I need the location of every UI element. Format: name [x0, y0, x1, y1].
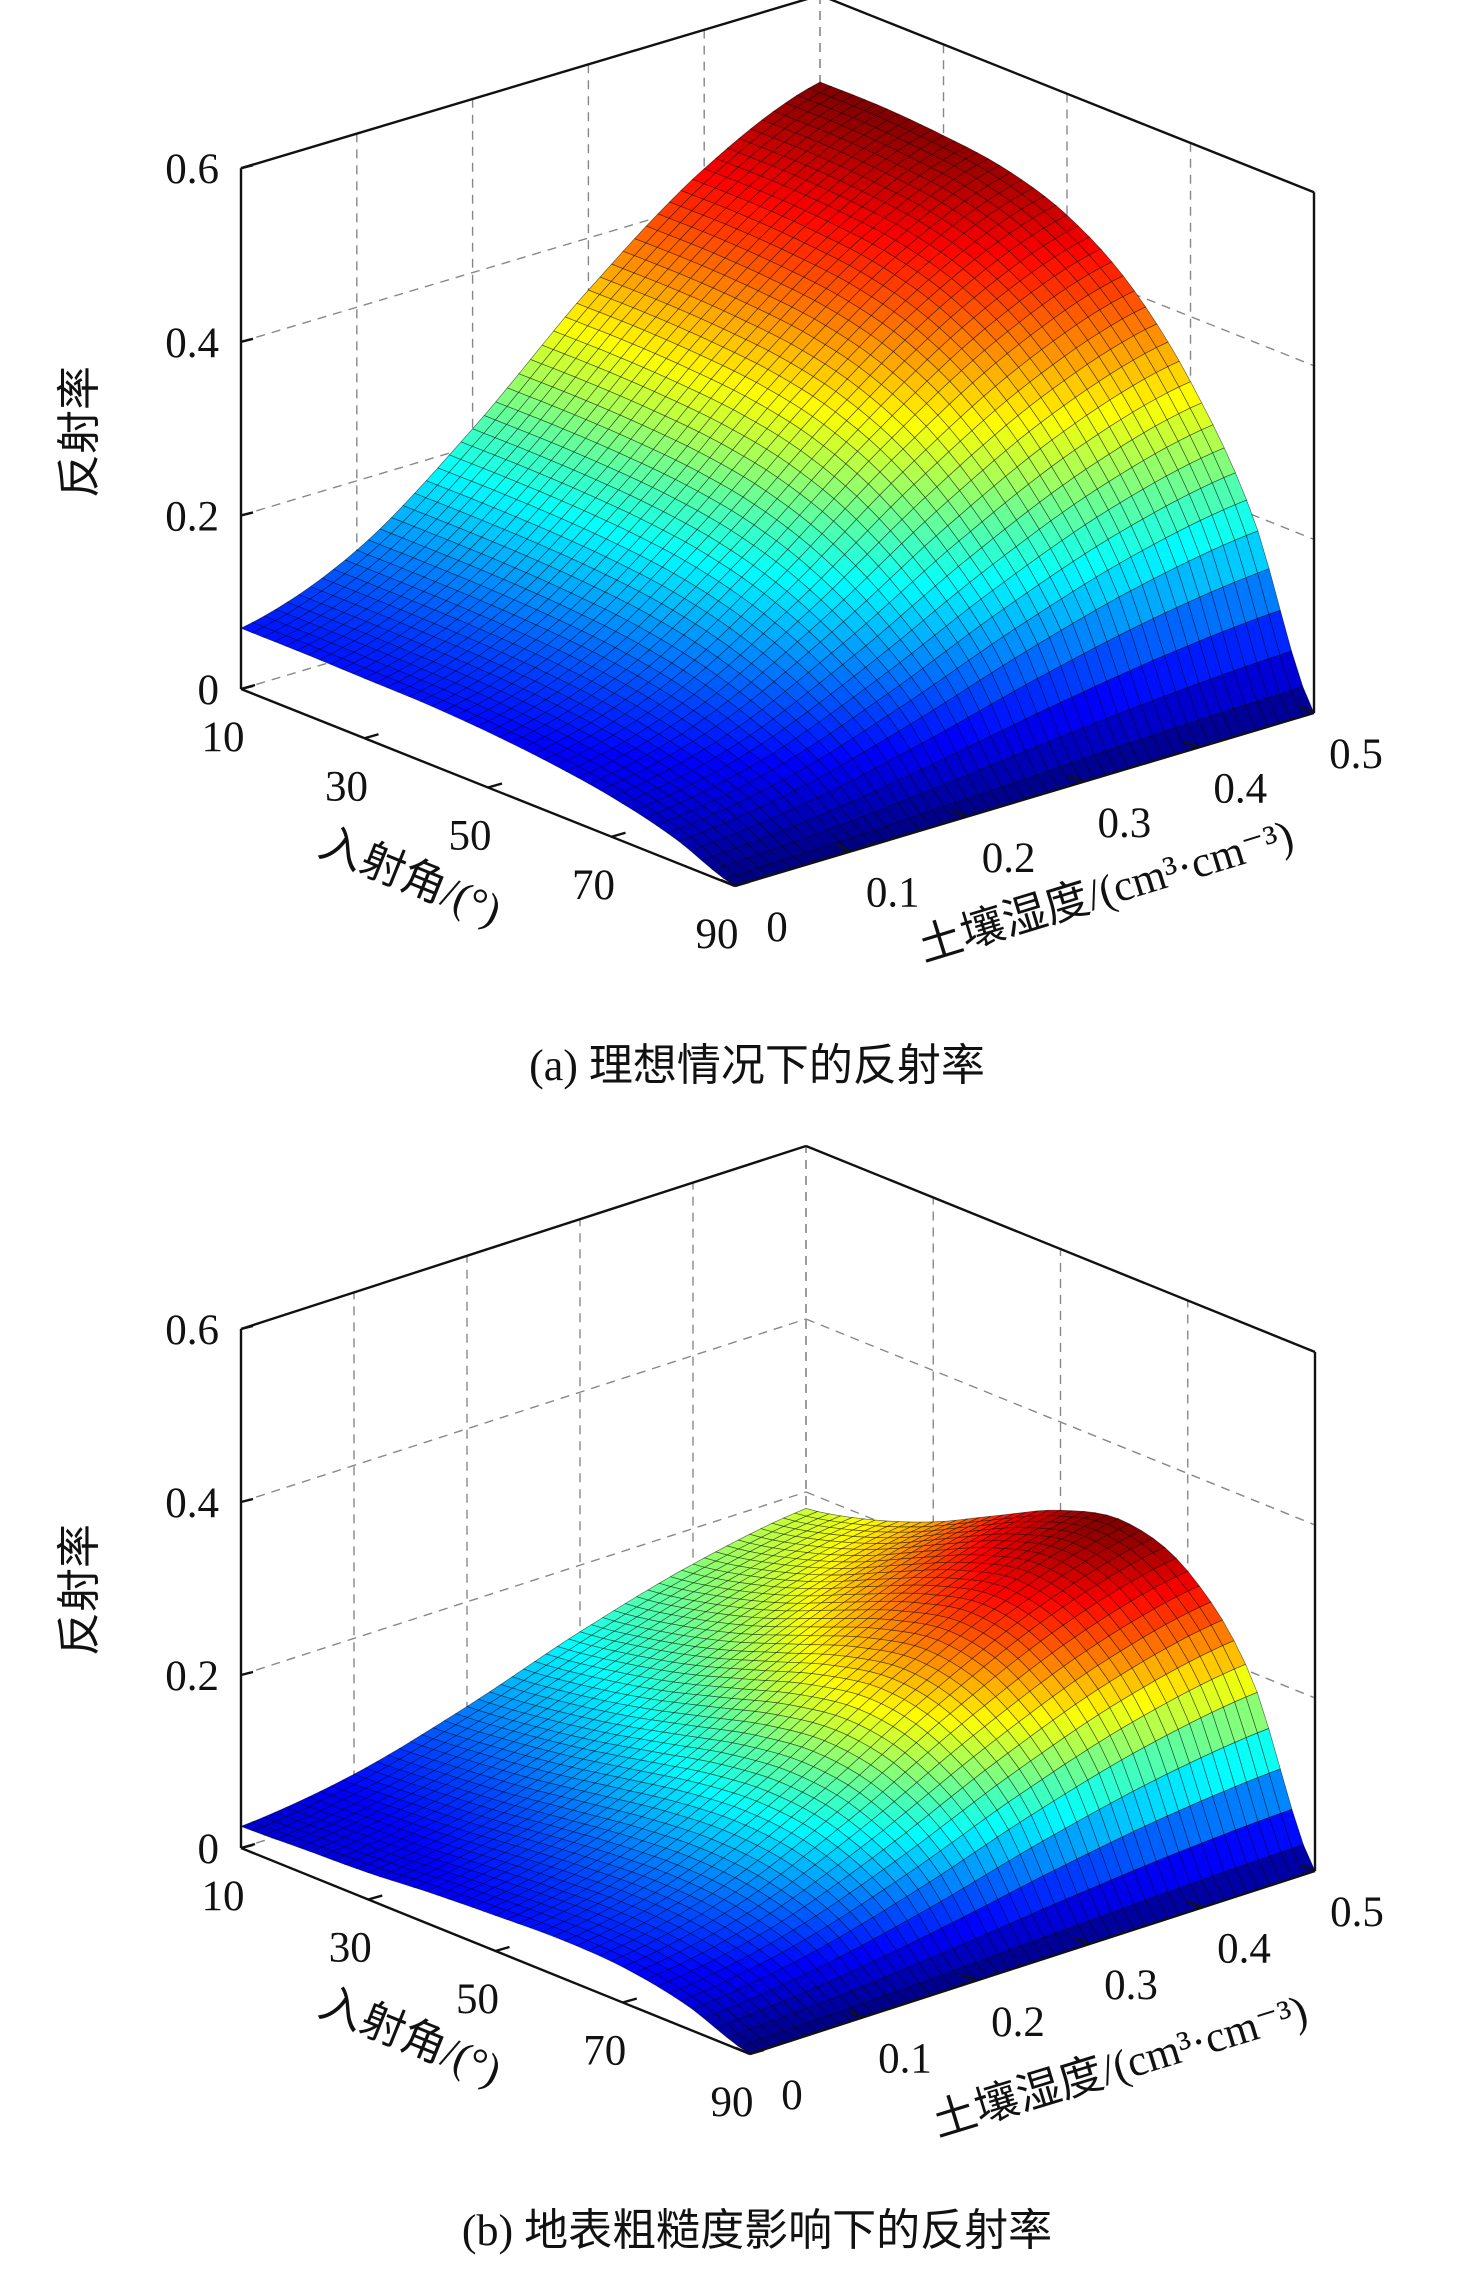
y-tick: [1300, 1863, 1316, 1873]
x-tick: [611, 831, 626, 838]
x-tick: [487, 782, 503, 789]
y-tick-label: 0.3: [1104, 1962, 1158, 2009]
x-tick: [367, 1894, 383, 1901]
y-tick-label: 0.3: [1098, 800, 1152, 847]
y-axis: [749, 1869, 1316, 2056]
y-tick: [1067, 775, 1083, 784]
surface-mesh: [240, 1508, 1316, 2055]
x-tick-label: 90: [711, 2079, 754, 2126]
axis-box-edge: [805, 1144, 1316, 1354]
z-tick-label: 0.4: [165, 1480, 219, 1527]
y-tick-label: 0.5: [1329, 731, 1383, 778]
y-axis: [734, 711, 1315, 888]
y-tick-label: 0.1: [878, 2035, 932, 2082]
z-tick-label: 0.2: [165, 493, 219, 540]
z-tick: [240, 1497, 254, 1504]
x-tick-label: 10: [202, 714, 245, 761]
figure-caption: (b) 地表粗糙度影响下的反射率: [462, 2206, 1052, 2255]
z-tick-label: 0: [198, 667, 220, 714]
x-tick: [622, 1997, 638, 2004]
y-axis-title: 土壤湿度/(cm³·cm⁻³): [926, 1986, 1313, 2147]
z-tick: [240, 1324, 254, 1331]
z-tick-label: 0.6: [165, 146, 219, 193]
x-tick-label: 30: [325, 763, 368, 810]
gridline-z: [240, 1491, 807, 1676]
x-tick-label: 70: [583, 2028, 626, 2075]
figure-caption: (a) 理想情况下的反射率: [529, 1041, 985, 1090]
z-tick: [240, 164, 254, 170]
z-tick: [240, 1670, 254, 1677]
y-tick-label: 0: [766, 904, 788, 951]
y-tick: [952, 809, 968, 818]
x-tick-label: 30: [329, 1925, 372, 1972]
gridline-z: [805, 1318, 1316, 1526]
x-tick-label: 10: [202, 1873, 245, 1920]
z-tick-label: 0: [198, 1826, 220, 1873]
x-tick: [240, 1842, 256, 1850]
y-tick-label: 0.4: [1217, 1926, 1271, 1973]
y-tick: [1299, 705, 1315, 715]
z-axis-title: 反射率: [55, 366, 104, 498]
y-tick-label: 0.2: [991, 1999, 1045, 2046]
gridline-z: [240, 1318, 807, 1503]
y-tick: [735, 2046, 751, 2056]
x-tick: [240, 683, 256, 691]
x-tick: [734, 880, 750, 888]
x-tick-label: 90: [696, 911, 739, 958]
z-tick-label: 0.4: [165, 320, 219, 367]
y-tick: [1187, 1900, 1203, 1909]
y-tick: [848, 2010, 864, 2019]
y-tick: [836, 844, 852, 853]
axis-box-edge: [240, 1144, 807, 1331]
x-tick: [364, 733, 379, 740]
z-tick: [240, 337, 254, 343]
axis-box-edge: [828, 0, 1315, 194]
y-tick: [961, 1973, 977, 1982]
z-tick: [240, 511, 254, 517]
axis-box-edge: [240, 0, 809, 170]
z-tick-label: 0.6: [165, 1307, 219, 1354]
y-tick: [1183, 740, 1199, 749]
x-tick-label: 70: [572, 862, 615, 909]
y-tick-label: 0: [781, 2072, 803, 2119]
y-tick-label: 0.2: [982, 835, 1036, 882]
surface-mesh: [240, 81, 1315, 887]
y-tick-label: 0.1: [866, 869, 920, 916]
x-tick: [495, 1945, 510, 1953]
y-tick-label: 0.5: [1330, 1889, 1384, 1936]
z-axis-title: 反射率: [55, 1524, 104, 1656]
y-tick: [720, 878, 736, 888]
z-tick-label: 0.2: [165, 1653, 219, 1700]
y-tick: [1074, 1937, 1090, 1946]
x-tick: [749, 2048, 765, 2056]
x-tick-label: 50: [449, 813, 492, 860]
y-tick-label: 0.4: [1213, 766, 1267, 813]
x-tick-label: 50: [456, 1976, 499, 2023]
